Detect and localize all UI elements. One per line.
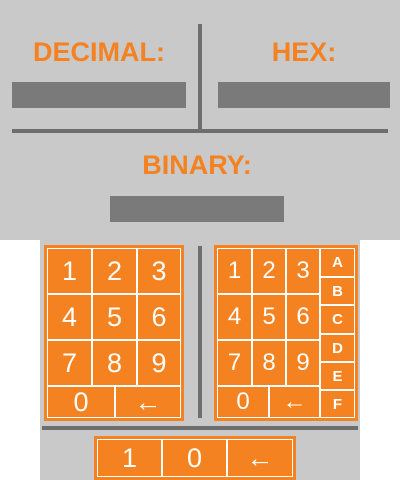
hex-key-0[interactable]: 0 — [217, 386, 269, 418]
decimal-backspace-button[interactable]: ← — [115, 386, 181, 418]
decimal-key-3[interactable]: 3 — [137, 248, 181, 294]
decimal-key-0[interactable]: 0 — [47, 386, 115, 418]
hex-key-b[interactable]: B — [320, 277, 355, 305]
binary-keypad: 1 0 ← — [94, 436, 296, 480]
vertical-divider-bottom — [198, 246, 202, 418]
hex-key-c[interactable]: C — [320, 305, 355, 334]
decimal-keypad: 1 2 3 4 5 6 7 8 9 0 ← — [44, 245, 184, 421]
decimal-display[interactable] — [12, 82, 186, 108]
hex-key-8[interactable]: 8 — [252, 340, 286, 386]
horizontal-divider-bottom — [42, 426, 358, 430]
decimal-key-6[interactable]: 6 — [137, 294, 181, 340]
decimal-label: DECIMAL: — [33, 37, 165, 67]
horizontal-divider-top — [12, 129, 388, 133]
binary-key-0[interactable]: 0 — [162, 439, 227, 477]
binary-backspace-button[interactable]: ← — [227, 439, 293, 477]
hex-keypad: 1 2 3 4 5 6 7 8 9 0 ← A B C D E F — [214, 245, 358, 421]
hex-key-9[interactable]: 9 — [286, 340, 320, 386]
hex-key-7[interactable]: 7 — [217, 340, 252, 386]
hex-key-d[interactable]: D — [320, 334, 355, 362]
hex-key-1[interactable]: 1 — [217, 248, 252, 294]
hex-key-3[interactable]: 3 — [286, 248, 320, 294]
decimal-key-2[interactable]: 2 — [92, 248, 137, 294]
hex-key-a[interactable]: A — [320, 248, 355, 277]
hex-key-6[interactable]: 6 — [286, 294, 320, 340]
hex-key-f[interactable]: F — [320, 390, 355, 418]
binary-key-1[interactable]: 1 — [97, 439, 162, 477]
decimal-key-4[interactable]: 4 — [47, 294, 92, 340]
binary-label: BINARY: — [142, 150, 252, 180]
hex-key-e[interactable]: E — [320, 362, 355, 390]
hex-key-2[interactable]: 2 — [252, 248, 286, 294]
hex-label: HEX: — [271, 37, 337, 67]
hex-key-4[interactable]: 4 — [217, 294, 252, 340]
decimal-key-1[interactable]: 1 — [47, 248, 92, 294]
hex-backspace-button[interactable]: ← — [269, 386, 320, 418]
decimal-key-5[interactable]: 5 — [92, 294, 137, 340]
binary-display[interactable] — [110, 196, 284, 222]
decimal-key-8[interactable]: 8 — [92, 340, 137, 386]
decimal-key-9[interactable]: 9 — [137, 340, 181, 386]
hex-display[interactable] — [218, 82, 390, 108]
vertical-divider-top — [198, 24, 202, 132]
decimal-key-7[interactable]: 7 — [47, 340, 92, 386]
hex-key-5[interactable]: 5 — [252, 294, 286, 340]
